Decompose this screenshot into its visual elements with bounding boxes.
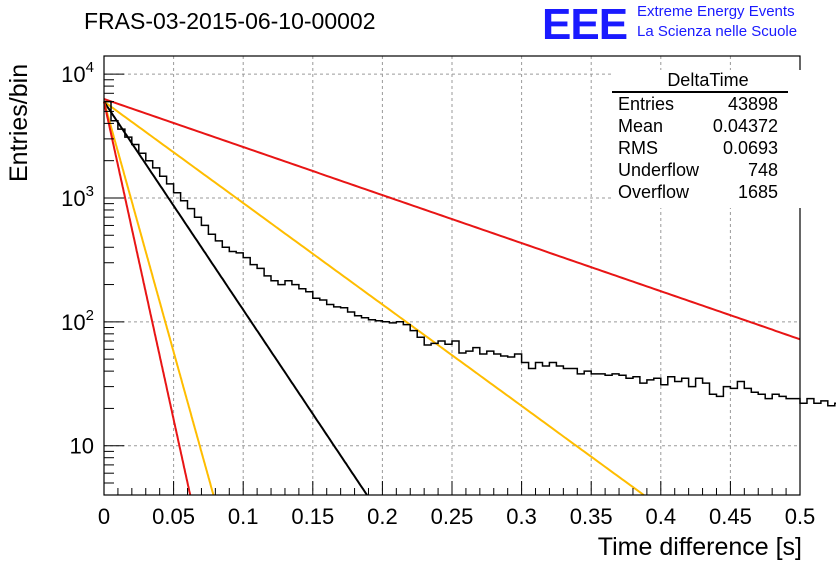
series-layer xyxy=(103,98,836,496)
stat-value: 748 xyxy=(747,160,778,180)
stats-box: DeltaTime Entries 43898 Mean 0.04372 RMS… xyxy=(612,70,804,208)
x-axis-label: Time difference [s] xyxy=(597,533,802,561)
x-tick-label: 0.3 xyxy=(506,504,537,529)
stat-key: Underflow xyxy=(618,160,700,180)
y-tick-label: 102 xyxy=(61,307,94,335)
y-tick-label: 10 xyxy=(70,434,94,459)
axis-ticks: 0 0.05 0.1 0.15 0.2 0.25 0.3 0.35 0.4 0.45 0.5 104 1… xyxy=(61,59,815,529)
fit-curve xyxy=(103,101,192,496)
eee-subtitle: Extreme Energy Events La Scienza nelle S… xyxy=(637,2,797,42)
stat-value: 1685 xyxy=(737,182,778,202)
stat-key: Entries xyxy=(618,94,675,114)
stat-value: 43898 xyxy=(727,94,778,114)
x-tick-label: 0.1 xyxy=(228,504,259,529)
x-tick-label: 0.25 xyxy=(431,504,474,529)
fit-curve xyxy=(103,101,215,496)
x-tick-label: 0.4 xyxy=(646,504,677,529)
y-tick-label: 103 xyxy=(61,183,94,211)
fit-curve xyxy=(103,101,368,496)
stat-value: 0.04372 xyxy=(712,116,778,136)
x-tick-label: 0.05 xyxy=(152,504,195,529)
x-tick-label: 0.35 xyxy=(570,504,613,529)
x-tick-label: 0.2 xyxy=(367,504,398,529)
stats-title: DeltaTime xyxy=(667,70,749,90)
chart-title: FRAS-03-2015-06-10-00002 xyxy=(84,8,376,34)
fit-curve xyxy=(103,98,801,341)
x-tick-label: 0.45 xyxy=(709,504,752,529)
stat-key: RMS xyxy=(618,138,658,158)
fit-curve xyxy=(103,100,645,496)
x-tick-label: 0 xyxy=(98,504,110,529)
stats-divider xyxy=(612,91,788,93)
eee-logo: EEE xyxy=(542,0,628,49)
histogram-steps xyxy=(104,100,836,407)
x-tick-label: 0.15 xyxy=(291,504,334,529)
stat-key: Mean xyxy=(618,116,664,136)
eee-line-2: La Scienza nelle Scuole xyxy=(637,23,798,40)
eee-line-1: Extreme Energy Events xyxy=(637,3,795,20)
y-axis-label: Entries/bin xyxy=(5,63,33,182)
stat-value: 0.0693 xyxy=(722,138,778,158)
stat-key: Overflow xyxy=(618,182,690,202)
x-tick-label: 0.5 xyxy=(785,504,816,529)
y-tick-label: 104 xyxy=(61,59,94,87)
